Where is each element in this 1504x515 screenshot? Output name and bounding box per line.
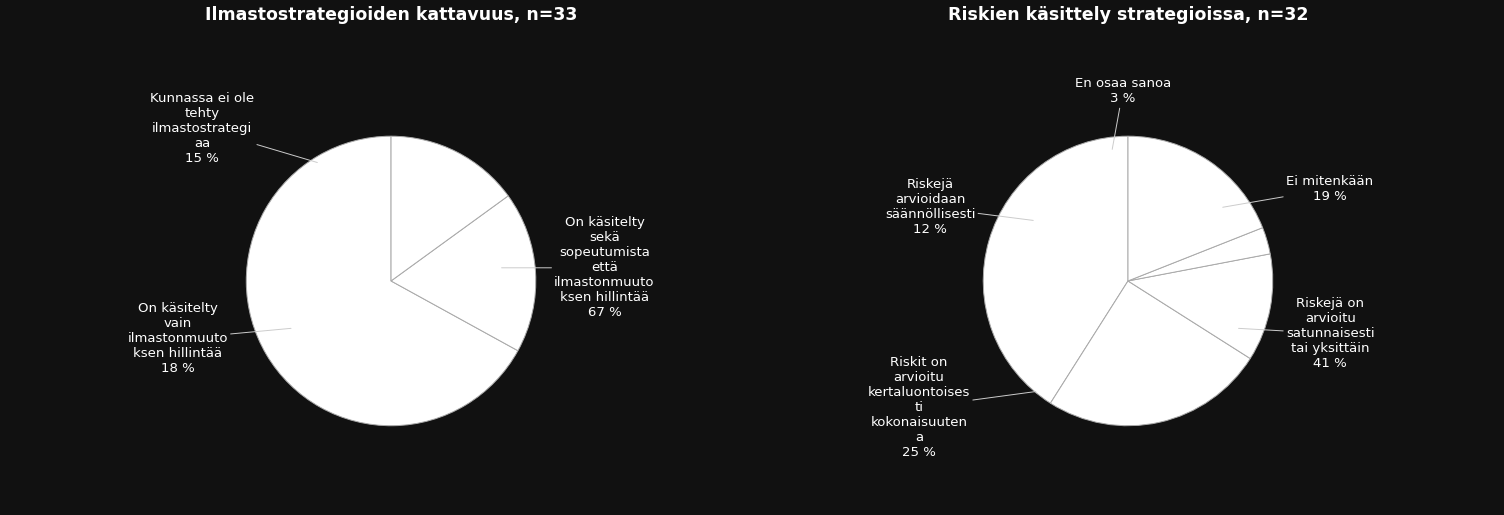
- Wedge shape: [1128, 228, 1271, 281]
- Text: Kunnassa ei ole
tehty
ilmastostrategi
aa
15 %: Kunnassa ei ole tehty ilmastostrategi aa…: [150, 92, 317, 165]
- Wedge shape: [391, 196, 535, 351]
- Text: Riskejä
arvioidaan
säännöllisesti
12 %: Riskejä arvioidaan säännöllisesti 12 %: [884, 178, 1033, 236]
- Wedge shape: [1050, 281, 1250, 426]
- Title: Riskien käsittely strategioissa, n=32: Riskien käsittely strategioissa, n=32: [948, 6, 1308, 24]
- Text: On käsitelty
vain
ilmastonmuuto
ksen hillintää
18 %: On käsitelty vain ilmastonmuuto ksen hil…: [128, 302, 290, 375]
- Wedge shape: [391, 136, 508, 281]
- Wedge shape: [984, 136, 1128, 403]
- Text: Ei mitenkään
19 %: Ei mitenkään 19 %: [1223, 175, 1373, 207]
- Text: On käsitelty
sekä
sopeutumista
että
ilmastonmuuto
ksen hillintää
67 %: On käsitelty sekä sopeutumista että ilma…: [502, 216, 654, 319]
- Wedge shape: [247, 136, 517, 426]
- Text: Riskit on
arvioitu
kertaluontoises
ti
kokonaisuuten
a
25 %: Riskit on arvioitu kertaluontoises ti ko…: [868, 356, 1036, 459]
- Text: En osaa sanoa
3 %: En osaa sanoa 3 %: [1075, 77, 1170, 149]
- Text: Riskejä on
arvioitu
satunnaisesti
tai yksittäin
41 %: Riskejä on arvioitu satunnaisesti tai yk…: [1239, 297, 1375, 370]
- Wedge shape: [1128, 136, 1262, 281]
- Wedge shape: [1128, 254, 1272, 358]
- Title: Ilmastostrategioiden kattavuus, n=33: Ilmastostrategioiden kattavuus, n=33: [205, 6, 578, 24]
